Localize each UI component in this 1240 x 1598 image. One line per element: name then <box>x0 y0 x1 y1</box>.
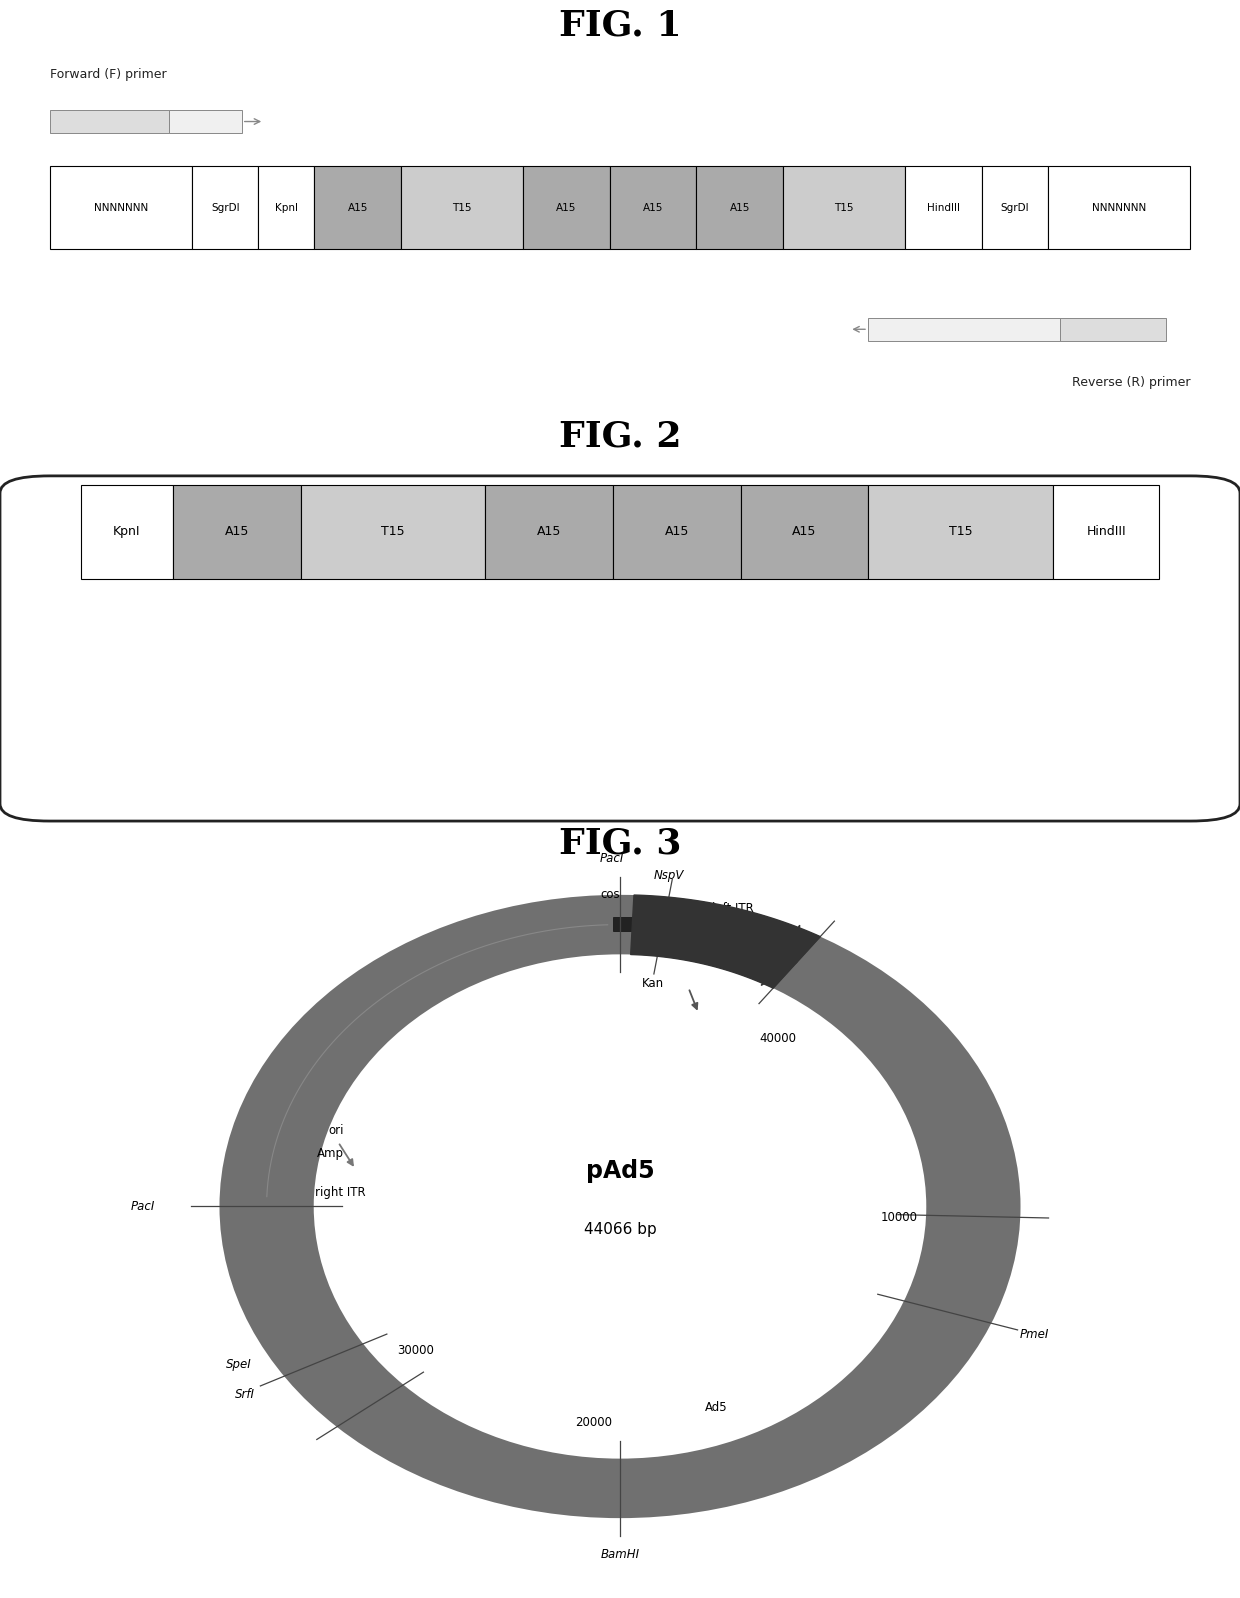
Text: A15: A15 <box>642 203 663 213</box>
Bar <box>697 166 782 249</box>
Text: A15: A15 <box>537 526 562 539</box>
Text: SgrDI: SgrDI <box>1001 203 1029 213</box>
Bar <box>169 110 242 133</box>
Text: HindIII: HindIII <box>926 203 960 213</box>
Text: Reverse (R) primer: Reverse (R) primer <box>1071 376 1190 388</box>
Text: A15: A15 <box>347 203 368 213</box>
Text: T15: T15 <box>949 526 972 539</box>
Bar <box>1048 166 1190 249</box>
Text: left ITR: left ITR <box>712 903 754 916</box>
Bar <box>1053 484 1159 580</box>
Text: T15: T15 <box>835 203 854 213</box>
Ellipse shape <box>314 954 926 1459</box>
Text: FIG. 3: FIG. 3 <box>559 826 681 861</box>
Text: SpeI: SpeI <box>226 1358 252 1371</box>
Bar <box>1060 318 1166 340</box>
Text: PmeI: PmeI <box>1019 1328 1049 1341</box>
Text: 44066 bp: 44066 bp <box>584 1222 656 1237</box>
Text: A15: A15 <box>224 526 249 539</box>
Text: 30000: 30000 <box>397 1344 434 1357</box>
Ellipse shape <box>219 895 1021 1518</box>
Bar <box>485 484 613 580</box>
Text: NNNNNNN: NNNNNNN <box>1092 203 1146 213</box>
Text: Kan: Kan <box>641 978 663 991</box>
Text: KpnI: KpnI <box>275 203 298 213</box>
Bar <box>50 166 192 249</box>
Bar <box>315 166 401 249</box>
Bar <box>613 484 740 580</box>
Text: A15: A15 <box>557 203 577 213</box>
Bar <box>982 166 1048 249</box>
Text: Amp: Amp <box>317 1147 345 1160</box>
Text: SgrDI: SgrDI <box>211 203 239 213</box>
Text: pAd5: pAd5 <box>585 1159 655 1183</box>
Text: 10000: 10000 <box>880 1211 918 1224</box>
Text: PacI: PacI <box>130 1200 155 1213</box>
Text: A15: A15 <box>792 526 817 539</box>
Text: FIG. 2: FIG. 2 <box>559 420 681 454</box>
Bar <box>172 484 300 580</box>
Bar <box>905 166 982 249</box>
Bar <box>523 166 610 249</box>
Text: A15: A15 <box>665 526 689 539</box>
Bar <box>610 166 697 249</box>
Bar <box>782 166 905 249</box>
Text: T15: T15 <box>453 203 472 213</box>
Bar <box>50 110 169 133</box>
Bar <box>613 917 645 932</box>
Bar <box>258 166 315 249</box>
Text: SrfI: SrfI <box>236 1389 255 1401</box>
Text: PacI: PacI <box>600 852 624 865</box>
Text: KpnI: KpnI <box>113 526 140 539</box>
Text: right ITR: right ITR <box>315 1186 366 1198</box>
Text: cos: cos <box>601 888 620 901</box>
Bar <box>868 484 1053 580</box>
Bar <box>401 166 523 249</box>
Text: HindIII: HindIII <box>1086 526 1126 539</box>
Text: FIG. 1: FIG. 1 <box>559 8 681 42</box>
Text: Ad5: Ad5 <box>706 1401 728 1414</box>
Bar <box>192 166 258 249</box>
Text: ori: ori <box>329 1123 345 1136</box>
Text: BamHI: BamHI <box>600 1548 640 1561</box>
Text: Forward (F) primer: Forward (F) primer <box>50 69 166 81</box>
Bar <box>740 484 868 580</box>
Text: NspV: NspV <box>653 869 684 882</box>
Bar <box>81 484 172 580</box>
Bar <box>868 318 1060 340</box>
Polygon shape <box>761 925 800 986</box>
FancyBboxPatch shape <box>0 476 1240 821</box>
Polygon shape <box>631 895 821 988</box>
Bar <box>300 484 485 580</box>
Text: 40000: 40000 <box>760 1032 796 1045</box>
Text: 20000: 20000 <box>575 1416 611 1429</box>
Text: NNNNNNN: NNNNNNN <box>94 203 148 213</box>
Text: T15: T15 <box>381 526 404 539</box>
Text: A15: A15 <box>729 203 750 213</box>
